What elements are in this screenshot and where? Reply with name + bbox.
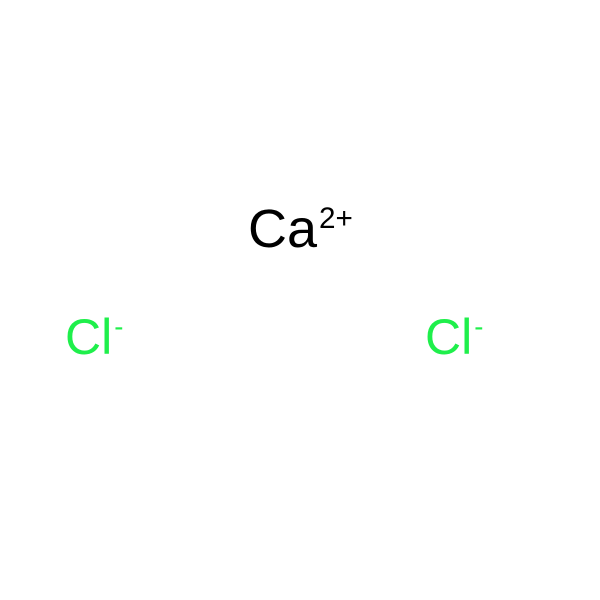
chloride-right-symbol: Cl xyxy=(425,309,472,365)
chloride-left-charge: - xyxy=(114,311,123,342)
chloride-left-symbol: Cl xyxy=(65,309,112,365)
calcium-ion: Ca2+ xyxy=(248,198,353,260)
chloride-right-charge: - xyxy=(474,311,483,342)
chloride-ion-right: Cl- xyxy=(425,308,483,366)
calcium-symbol: Ca xyxy=(248,199,317,259)
calcium-charge: 2+ xyxy=(319,202,353,235)
chloride-ion-left: Cl- xyxy=(65,308,123,366)
